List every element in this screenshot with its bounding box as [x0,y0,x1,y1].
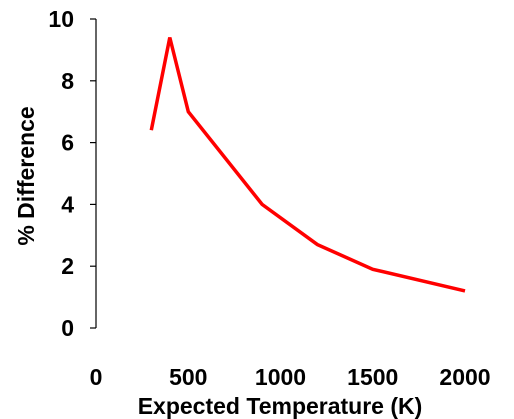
y-tick-label: 8 [61,68,74,94]
x-tick-label: 2000 [439,364,490,390]
x-tick-label: 500 [169,364,207,390]
x-tick-label: 0 [90,364,103,390]
y-tick-label: 6 [61,130,74,156]
x-axis-title: Expected Temperature (K) [138,393,423,419]
series-line [149,37,466,293]
y-tick-label: 2 [61,253,74,279]
y-tick-label: 4 [61,191,74,217]
x-tick-label: 1000 [255,364,306,390]
x-ticks: 0 500 1000 1500 2000 [90,364,491,390]
y-tick-label: 10 [48,6,74,32]
y-tick-label: 0 [61,315,74,341]
x-tick-label: 1500 [347,364,398,390]
y-axis-title: % Difference [13,106,39,245]
y-ticks: 0 2 4 6 8 10 [48,6,96,341]
axes: 0 2 4 6 8 10 0 500 1000 1500 2000 [48,6,490,390]
series-layer [149,37,466,293]
